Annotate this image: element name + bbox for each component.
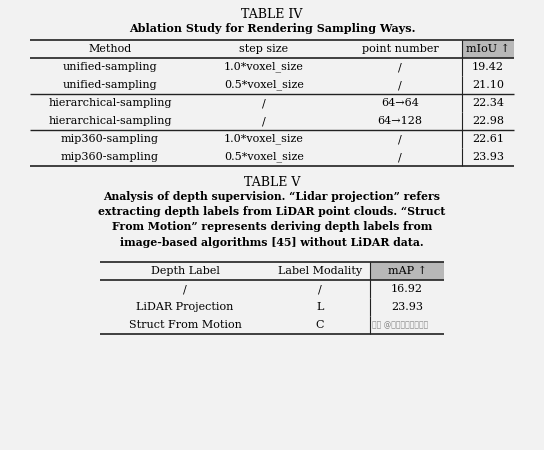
Text: 1.0*voxel_size: 1.0*voxel_size	[224, 134, 304, 144]
Text: 23.93: 23.93	[391, 302, 423, 312]
Text: 22.34: 22.34	[472, 98, 504, 108]
Text: /: /	[183, 284, 187, 294]
Text: Ablation Study for Rendering Sampling Ways.: Ablation Study for Rendering Sampling Wa…	[129, 22, 415, 33]
Text: mAP ↑: mAP ↑	[387, 266, 426, 276]
Text: mIoU ↑: mIoU ↑	[466, 44, 510, 54]
Text: step size: step size	[239, 44, 288, 54]
Text: TABLE IV: TABLE IV	[242, 8, 302, 21]
Text: From Motion” represents deriving depth labels from: From Motion” represents deriving depth l…	[112, 221, 432, 233]
Bar	[370, 262, 444, 280]
Text: extracting depth labels from LiDAR point clouds. “Struct: extracting depth labels from LiDAR point…	[98, 206, 446, 217]
Text: /: /	[398, 134, 402, 144]
Text: point number: point number	[362, 44, 438, 54]
Text: Struct From Motion: Struct From Motion	[128, 320, 242, 330]
Text: unified-sampling: unified-sampling	[63, 62, 157, 72]
Bar	[462, 40, 514, 58]
Text: /: /	[398, 62, 402, 72]
Text: /: /	[318, 284, 322, 294]
Text: Label Modality: Label Modality	[278, 266, 362, 276]
Text: 22.61: 22.61	[472, 134, 504, 144]
Text: mip360-sampling: mip360-sampling	[61, 152, 159, 162]
Text: 64→64: 64→64	[381, 98, 419, 108]
Text: C: C	[316, 320, 324, 330]
Text: hierarchical-sampling: hierarchical-sampling	[48, 98, 172, 108]
Text: Depth Label: Depth Label	[151, 266, 219, 276]
Text: /: /	[398, 80, 402, 90]
Text: TABLE V: TABLE V	[244, 176, 300, 189]
Text: mip360-sampling: mip360-sampling	[61, 134, 159, 144]
Text: Analysis of depth supervision. “Lidar projection” refers: Analysis of depth supervision. “Lidar pr…	[103, 190, 441, 202]
Text: /: /	[398, 152, 402, 162]
Text: /: /	[262, 116, 266, 126]
Text: 23.93: 23.93	[472, 152, 504, 162]
Text: unified-sampling: unified-sampling	[63, 80, 157, 90]
Text: 19.42: 19.42	[472, 62, 504, 72]
Text: hierarchical-sampling: hierarchical-sampling	[48, 116, 172, 126]
Text: 21.10: 21.10	[472, 80, 504, 90]
Text: 1.0*voxel_size: 1.0*voxel_size	[224, 62, 304, 72]
Text: /: /	[262, 98, 266, 108]
Text: 0.5*voxel_size: 0.5*voxel_size	[224, 80, 304, 90]
Text: 0.5*voxel_size: 0.5*voxel_size	[224, 152, 304, 162]
Text: 64→128: 64→128	[378, 116, 423, 126]
Text: LiDAR Projection: LiDAR Projection	[137, 302, 234, 312]
Text: 16.92: 16.92	[391, 284, 423, 294]
Text: Method: Method	[88, 44, 132, 54]
Text: L: L	[316, 302, 324, 312]
Text: image-based algorithms [45] without LiDAR data.: image-based algorithms [45] without LiDA…	[120, 237, 424, 248]
Text: 22.98: 22.98	[472, 116, 504, 126]
Text: 知乎 @自动驾驶之心星球: 知乎 @自动驾驶之心星球	[372, 320, 428, 329]
